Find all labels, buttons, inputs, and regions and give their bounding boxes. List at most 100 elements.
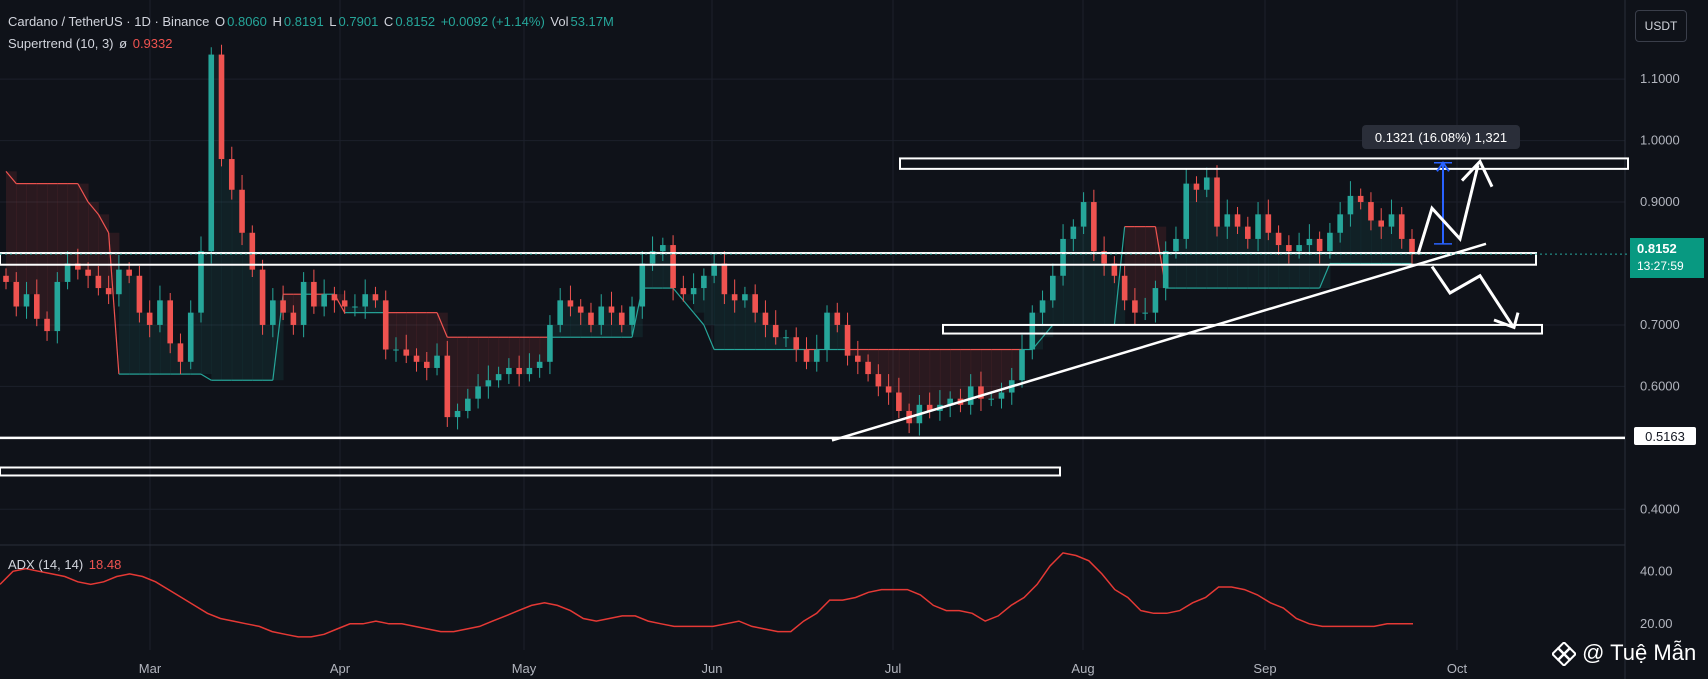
candle-body bbox=[1224, 214, 1231, 227]
supertrend-fill bbox=[334, 294, 346, 301]
candle-body bbox=[506, 367, 512, 375]
candle-body bbox=[311, 281, 317, 307]
supertrend-line-up bbox=[1042, 324, 1054, 338]
candle-body bbox=[454, 410, 461, 418]
supertrend-fill bbox=[426, 312, 438, 368]
candle-body bbox=[259, 269, 266, 325]
eye-slash-icon[interactable]: ø bbox=[119, 36, 128, 51]
candle-body bbox=[1388, 214, 1395, 227]
currency-button[interactable]: USDT bbox=[1635, 10, 1687, 42]
candle-body bbox=[95, 275, 102, 289]
symbol-legend: Cardano / TetherUS · 1D · Binance O 0.806… bbox=[8, 14, 616, 29]
change-value: +0.0092 (+1.14%) bbox=[440, 14, 545, 29]
candle-body bbox=[1316, 238, 1323, 252]
candle-body bbox=[1183, 183, 1190, 239]
bearish-arrowhead bbox=[1493, 312, 1520, 330]
candle-body bbox=[762, 312, 769, 325]
supertrend-fill bbox=[724, 294, 736, 350]
supertrend-fill bbox=[313, 294, 325, 307]
supertrend-fill bbox=[847, 349, 859, 356]
x-tick-label: Jun bbox=[702, 661, 723, 676]
supertrend-fill bbox=[806, 349, 818, 362]
supertrend-fill bbox=[231, 189, 243, 381]
supertrend-fill bbox=[508, 337, 520, 368]
candle-body bbox=[1368, 202, 1374, 221]
candle-body bbox=[855, 355, 861, 362]
close-value: 0.8152 bbox=[395, 14, 436, 29]
supertrend-fill bbox=[1134, 226, 1146, 313]
candle-body bbox=[1101, 251, 1107, 264]
candle-body bbox=[967, 386, 974, 405]
supertrend-fill bbox=[1278, 245, 1290, 289]
supertrend-line-down bbox=[97, 214, 110, 234]
candle-body bbox=[547, 324, 553, 362]
supertrend-fill bbox=[252, 269, 264, 381]
candle-body bbox=[239, 189, 245, 233]
last-price: 0.8152 bbox=[1637, 241, 1677, 256]
candle-body bbox=[926, 404, 933, 411]
supertrend-fill bbox=[662, 245, 674, 289]
zone-box bbox=[899, 157, 1629, 170]
candle-body bbox=[44, 318, 50, 332]
candle-body bbox=[1132, 300, 1138, 313]
symbol-name[interactable]: Cardano / TetherUS · 1D · Binance bbox=[8, 14, 210, 29]
adx-name[interactable]: ADX (14, 14) bbox=[8, 557, 84, 572]
supertrend-fill bbox=[303, 281, 315, 295]
supertrend-fill bbox=[467, 337, 479, 399]
candle-body bbox=[803, 349, 810, 362]
indicator-name[interactable]: Supertrend (10, 3) bbox=[8, 36, 114, 51]
supertrend-fill bbox=[1247, 238, 1259, 289]
supertrend-fill bbox=[416, 312, 428, 362]
supertrend-fill bbox=[1032, 312, 1044, 350]
supertrend-fill bbox=[1227, 214, 1239, 289]
last-price-tag: 0.8152 13:27:59 bbox=[1630, 238, 1704, 278]
adx-y-tick-label: 20.00 bbox=[1640, 616, 1673, 631]
supertrend-fill bbox=[406, 312, 418, 356]
supertrend-fill bbox=[827, 312, 838, 350]
candle-body bbox=[393, 349, 399, 351]
candle-body bbox=[1286, 245, 1292, 252]
candle-body bbox=[1203, 177, 1210, 190]
candle-body bbox=[813, 349, 820, 362]
candle-body bbox=[1244, 226, 1251, 239]
supertrend-fill bbox=[478, 337, 489, 387]
supertrend-fill bbox=[939, 349, 951, 405]
candle-body bbox=[1234, 214, 1241, 227]
candle-body bbox=[885, 386, 892, 393]
candle-body bbox=[116, 269, 122, 295]
supertrend-fill bbox=[570, 306, 582, 338]
candle-body bbox=[475, 386, 481, 399]
supertrend-fill bbox=[1206, 177, 1218, 289]
supertrend-fill bbox=[457, 337, 469, 411]
candle-body bbox=[844, 324, 851, 356]
candle-body bbox=[270, 300, 276, 325]
level-tag: 0.5163 bbox=[1634, 427, 1696, 445]
candle-body bbox=[1060, 238, 1066, 276]
bullish-scenario-arrow bbox=[1416, 164, 1480, 255]
supertrend-fill bbox=[200, 251, 212, 375]
candle-body bbox=[331, 294, 338, 301]
candle-body bbox=[1327, 232, 1333, 252]
candle-body bbox=[75, 263, 81, 270]
open-label: O bbox=[215, 14, 226, 29]
supertrend-fill bbox=[1073, 226, 1085, 325]
candle-body bbox=[557, 300, 563, 325]
candle-body bbox=[1337, 214, 1343, 233]
candle-body bbox=[731, 294, 738, 301]
supertrend-fill bbox=[1186, 183, 1197, 289]
supertrend-fill bbox=[652, 251, 664, 289]
candle-body bbox=[64, 263, 71, 282]
candle-body bbox=[772, 324, 779, 338]
candle-body bbox=[290, 312, 297, 325]
supertrend-fill bbox=[734, 300, 746, 350]
candle-body bbox=[228, 159, 235, 190]
candle-body bbox=[1173, 238, 1179, 252]
adx-y-tick-label: 40.00 bbox=[1640, 563, 1673, 578]
supertrend-fill bbox=[498, 337, 510, 375]
supertrend-line-up bbox=[672, 287, 684, 301]
candle-body bbox=[711, 263, 717, 276]
supertrend-fill bbox=[118, 269, 130, 375]
candle-body bbox=[208, 54, 215, 252]
